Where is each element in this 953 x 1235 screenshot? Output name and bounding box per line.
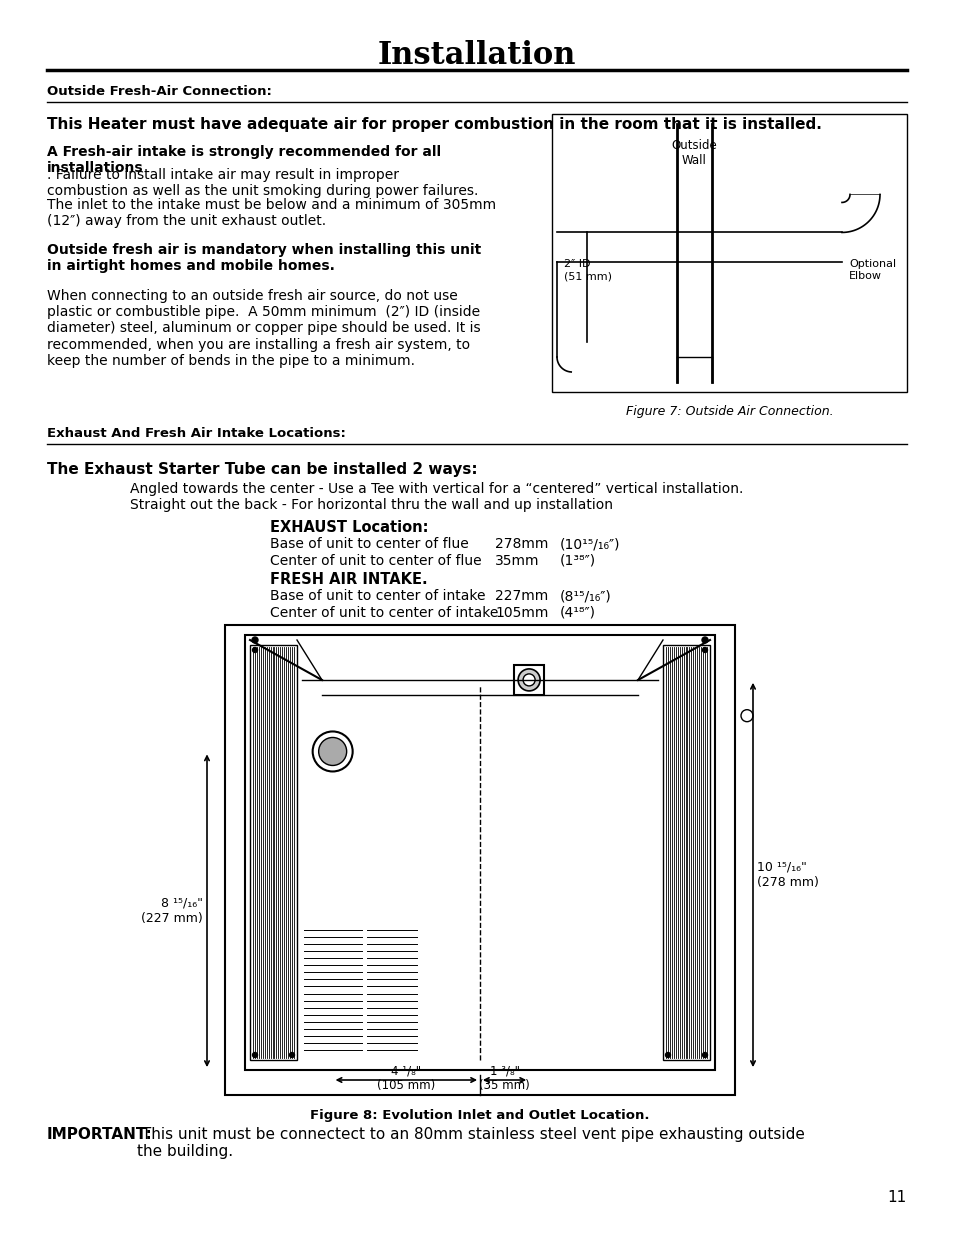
Text: Outside Fresh-Air Connection:: Outside Fresh-Air Connection: [47,85,272,98]
Text: 8 ¹⁵/₁₆"
(227 mm): 8 ¹⁵/₁₆" (227 mm) [141,897,203,925]
Text: FRESH AIR INTAKE.: FRESH AIR INTAKE. [270,572,427,587]
Text: 4 ¹/₈"
(105 mm): 4 ¹/₈" (105 mm) [376,1065,435,1092]
Circle shape [313,731,353,772]
Text: Center of unit to center of flue: Center of unit to center of flue [270,555,481,568]
Text: IMPORTANT:: IMPORTANT: [47,1128,152,1142]
Text: Figure 8: Evolution Inlet and Outlet Location.: Figure 8: Evolution Inlet and Outlet Loc… [310,1109,649,1123]
Text: Installation: Installation [377,40,576,70]
Bar [225,625,734,1095]
Text: This unit must be connectect to an 80mm stainless steel vent pipe exhausting out: This unit must be connectect to an 80mm … [137,1128,804,1160]
Text: The Exhaust Starter Tube can be installed 2 ways:: The Exhaust Starter Tube can be installe… [47,462,477,477]
Text: . Failure to install intake air may result in improper
combustion as well as the: . Failure to install intake air may resu… [47,168,477,198]
Bar [552,114,906,391]
Text: Figure 7: Outside Air Connection.: Figure 7: Outside Air Connection. [625,405,832,417]
Text: Outside fresh air is mandatory when installing this unit
in airtight homes and m: Outside fresh air is mandatory when inst… [47,243,480,273]
Circle shape [517,669,539,690]
Circle shape [253,1052,257,1057]
Text: 105mm: 105mm [495,606,548,620]
Text: 1 ³/₈"
(35 mm): 1 ³/₈" (35 mm) [478,1065,529,1092]
Text: Center of unit to center of intake: Center of unit to center of intake [270,606,497,620]
Circle shape [701,637,707,643]
Text: Outside
Wall: Outside Wall [671,140,717,167]
Text: Straight out the back - For horizontal thru the wall and up installation: Straight out the back - For horizontal t… [130,498,613,513]
Text: (8¹⁵/₁₆″): (8¹⁵/₁₆″) [559,589,611,603]
Text: Angled towards the center - Use a Tee with vertical for a “centered” vertical in: Angled towards the center - Use a Tee wi… [130,482,742,496]
Text: Optional
Elbow: Optional Elbow [848,259,895,282]
Text: 10 ¹⁵/₁₆"
(278 mm): 10 ¹⁵/₁₆" (278 mm) [757,861,818,889]
Text: When connecting to an outside fresh air source, do not use
plastic or combustibl: When connecting to an outside fresh air … [47,289,480,368]
Circle shape [289,1052,294,1057]
Text: 278mm: 278mm [495,537,548,551]
Text: 227mm: 227mm [495,589,548,603]
Text: 2″ ID
(51 mm): 2″ ID (51 mm) [563,259,612,282]
Bar [662,645,709,1060]
Text: This Heater must have adequate air for proper combustion in the room that it is : This Heater must have adequate air for p… [47,117,821,132]
Text: Base of unit to center of flue: Base of unit to center of flue [270,537,468,551]
Bar [245,635,714,1070]
Circle shape [701,647,707,652]
Bar [250,645,296,1060]
Text: EXHAUST Location:: EXHAUST Location: [270,520,428,535]
Circle shape [252,637,257,643]
Text: 11: 11 [887,1191,906,1205]
Circle shape [701,1052,707,1057]
Text: (1³⁸″): (1³⁸″) [559,555,596,568]
Circle shape [318,737,346,766]
Text: (10¹⁵/₁₆″): (10¹⁵/₁₆″) [559,537,619,551]
Text: Exhaust And Fresh Air Intake Locations:: Exhaust And Fresh Air Intake Locations: [47,427,346,440]
Text: The inlet to the intake must be below and a minimum of 305mm
(12″) away from the: The inlet to the intake must be below an… [47,198,496,228]
Text: Base of unit to center of intake: Base of unit to center of intake [270,589,485,603]
Text: A Fresh-air intake is strongly recommended for all
installations: A Fresh-air intake is strongly recommend… [47,144,440,175]
Circle shape [665,1052,670,1057]
Circle shape [740,710,752,721]
Text: 35mm: 35mm [495,555,539,568]
Circle shape [253,647,257,652]
Text: (4¹⁸″): (4¹⁸″) [559,606,596,620]
Bar [514,664,543,695]
Circle shape [522,674,535,685]
